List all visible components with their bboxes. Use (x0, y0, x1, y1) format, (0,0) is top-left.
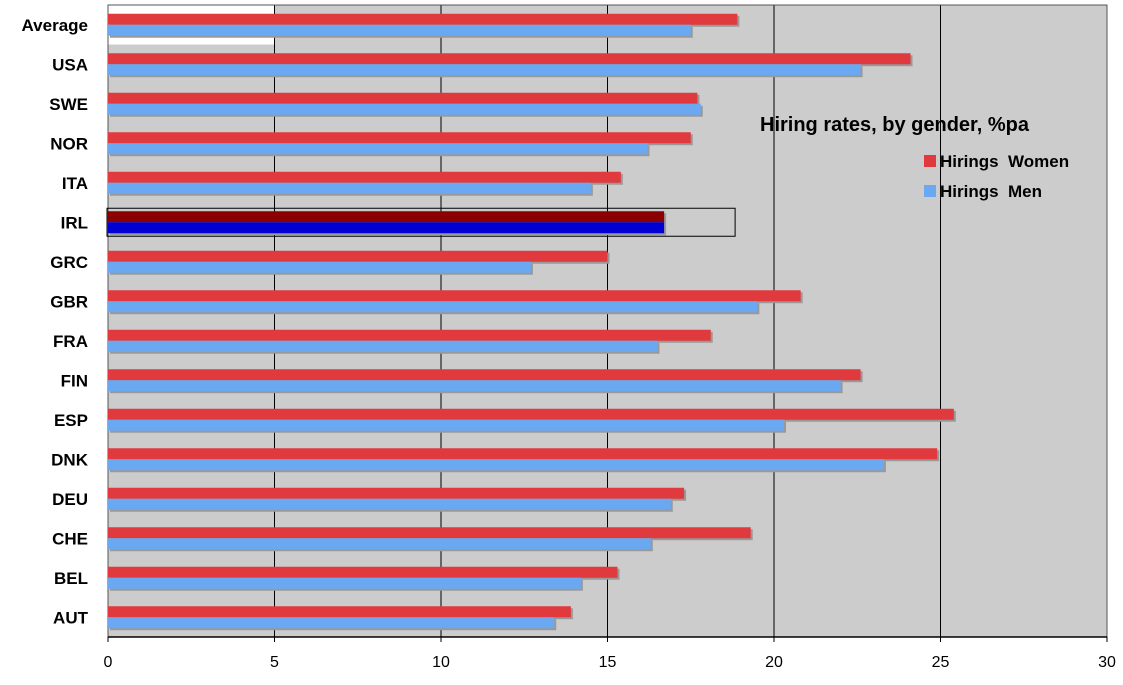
bar-women-usa (108, 53, 911, 65)
legend-swatch-men (924, 185, 936, 197)
category-label-bel: BEL (54, 569, 88, 588)
bar-men-bel (108, 577, 581, 589)
category-label-irl: IRL (61, 213, 88, 232)
bar-men-aut (108, 617, 555, 629)
bar-women-irl (108, 211, 665, 223)
bars (106, 13, 956, 631)
category-label-fra: FRA (53, 332, 88, 351)
category-labels: Average USA SWE NOR ITA IRL GRC GBR FRA FIN ESP DNK… (22, 16, 89, 628)
bar-men-nor (108, 143, 648, 155)
category-label-deu: DEU (52, 490, 88, 509)
bar-men-gbr (108, 301, 758, 313)
bar-women-bel (108, 566, 618, 578)
category-label-esp: ESP (54, 411, 88, 430)
highlight-box-irl (106, 207, 736, 237)
x-tick-label-30: 30 (1098, 654, 1116, 671)
bar-women-nor (108, 132, 691, 144)
bar-men-fra (108, 340, 658, 352)
x-tick-label-0: 0 (104, 654, 113, 671)
bar-women-average (108, 13, 738, 25)
x-tick-label-20: 20 (765, 654, 783, 671)
bar-men-che (108, 538, 651, 550)
bar-men-esp (108, 419, 784, 431)
legend: Hiring rates, by gender, %pa Hirings Wom… (760, 114, 1069, 201)
bar-men-fin (108, 380, 841, 392)
category-label-fin: FIN (61, 371, 88, 390)
bar-women-swe (108, 92, 698, 104)
category-label-dnk: DNK (51, 450, 89, 469)
bar-men-dnk (108, 459, 884, 471)
category-label-average: Average (22, 16, 88, 35)
bar-women-esp (108, 408, 954, 420)
category-label-aut: AUT (53, 608, 89, 627)
bar-men-irl (108, 222, 665, 234)
category-label-swe: SWE (49, 95, 88, 114)
category-label-ita: ITA (62, 174, 88, 193)
bar-men-average (108, 24, 691, 36)
x-tick-labels: 0 5 10 15 20 25 30 (104, 654, 1116, 671)
x-tick-label-5: 5 (270, 654, 279, 671)
category-label-nor: NOR (50, 134, 88, 153)
bar-women-aut (108, 606, 571, 618)
x-tick-label-25: 25 (932, 654, 950, 671)
bar-women-grc (108, 250, 608, 262)
bar-women-che (108, 527, 751, 539)
x-tick-label-10: 10 (432, 654, 450, 671)
bar-women-fra (108, 329, 711, 341)
legend-label-men: Hirings Men (940, 182, 1042, 201)
category-label-usa: USA (52, 55, 88, 74)
bar-women-fin (108, 369, 861, 381)
legend-label-women: Hirings Women (940, 152, 1069, 171)
bar-men-grc (108, 261, 531, 273)
bar-men-deu (108, 498, 671, 510)
category-label-grc: GRC (50, 253, 88, 272)
category-label-che: CHE (52, 529, 88, 548)
bar-women-deu (108, 487, 685, 499)
bar-women-ita (108, 171, 621, 183)
bar-men-swe (108, 103, 701, 115)
legend-swatch-women (924, 155, 936, 167)
bar-men-ita (108, 182, 591, 194)
bar-women-dnk (108, 448, 938, 460)
bar-women-gbr (108, 290, 801, 302)
category-label-gbr: GBR (50, 292, 88, 311)
chart-title: Hiring rates, by gender, %pa (760, 114, 1030, 136)
x-tick-label-15: 15 (599, 654, 617, 671)
bar-men-usa (108, 64, 861, 76)
